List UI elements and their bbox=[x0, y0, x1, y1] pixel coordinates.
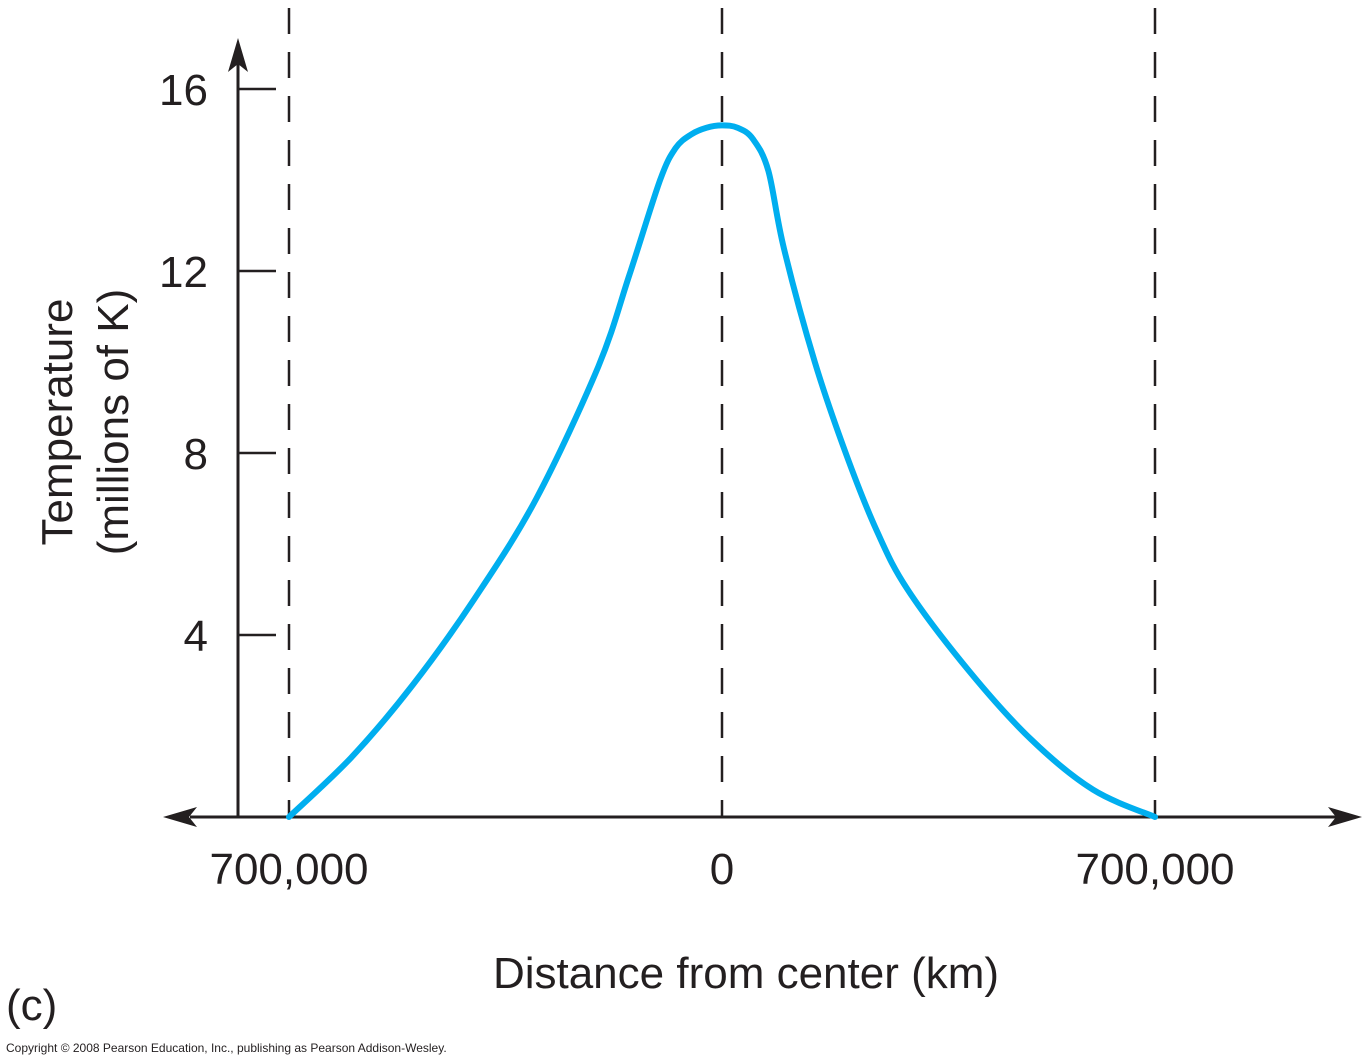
y-tick-label-4: 4 bbox=[184, 612, 208, 661]
x-axis-arrowhead-left bbox=[163, 807, 197, 827]
y-axis-arrowhead bbox=[228, 38, 248, 72]
temperature-curve bbox=[286, 122, 1158, 820]
x-axis-label: Distance from center (km) bbox=[493, 949, 999, 998]
x-tick-label-1: 0 bbox=[710, 845, 734, 894]
y-ticks: 4 8 12 16 bbox=[159, 66, 276, 661]
y-axis-label-line1: Temperature bbox=[33, 298, 82, 545]
y-axis-label: Temperature (millions of K) bbox=[33, 289, 138, 556]
y-tick-label-16: 16 bbox=[159, 66, 208, 115]
panel-label: (c) bbox=[6, 981, 57, 1030]
y-axis-label-line2: (millions of K) bbox=[89, 289, 138, 556]
y-tick-label-12: 12 bbox=[159, 248, 208, 297]
x-axis-arrowhead-right bbox=[1328, 807, 1362, 827]
x-ticks: 700,000 0 700,000 bbox=[209, 845, 1234, 894]
dashed-reference-lines bbox=[287, 8, 1157, 817]
y-tick-label-8: 8 bbox=[184, 430, 208, 479]
copyright-notice: Copyright © 2008 Pearson Education, Inc.… bbox=[6, 1041, 447, 1055]
x-tick-label-0: 700,000 bbox=[209, 845, 368, 894]
x-tick-label-2: 700,000 bbox=[1075, 845, 1234, 894]
